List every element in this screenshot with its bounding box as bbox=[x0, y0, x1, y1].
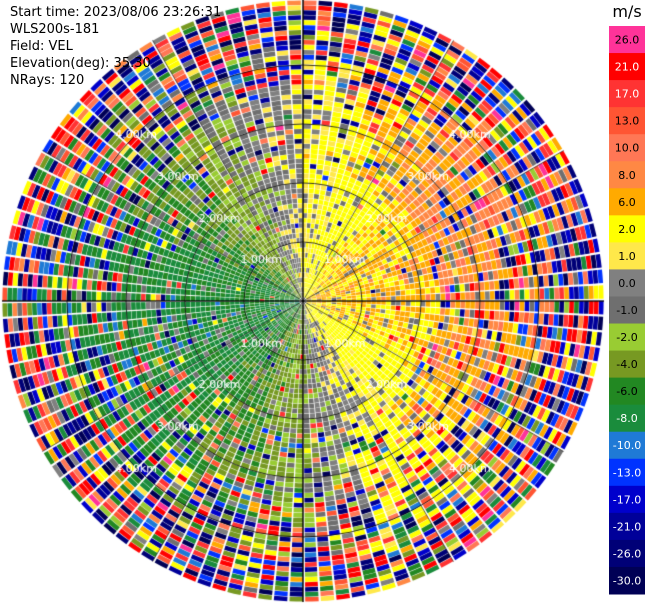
colorbar-tick-label: 2.0 bbox=[618, 223, 636, 236]
colorbar-tick-label: 13.0 bbox=[615, 115, 640, 128]
colorbar-cell bbox=[609, 539, 645, 568]
colorbar-tick-label: 10.0 bbox=[615, 142, 640, 155]
colorbar-tick-label: 6.0 bbox=[618, 196, 636, 209]
colorbar-cell bbox=[609, 512, 645, 541]
colorbar-tick-label: -30.0 bbox=[613, 574, 641, 587]
colorbar-tick-label: -6.0 bbox=[616, 385, 637, 398]
colorbar-tick-label: -4.0 bbox=[616, 358, 637, 371]
colorbar-tick-label: -1.0 bbox=[616, 304, 637, 317]
colorbar-cell bbox=[609, 431, 645, 460]
elevation: Elevation(deg): 35.30 bbox=[10, 56, 151, 71]
colorbar-cell bbox=[609, 188, 645, 216]
colorbar-tick-label: 1.0 bbox=[618, 250, 636, 263]
colorbar-cell bbox=[609, 26, 645, 54]
colorbar-cell bbox=[609, 350, 645, 379]
colorbar-cell bbox=[609, 296, 645, 325]
colorbar-tick-label: -26.0 bbox=[613, 547, 641, 560]
colorbar-cell bbox=[609, 485, 645, 514]
field-name: Field: VEL bbox=[10, 39, 73, 54]
colorbar-cell bbox=[609, 404, 645, 433]
start-time: Start time: 2023/08/06 23:26:31 bbox=[10, 5, 222, 20]
colorbar-cell bbox=[609, 161, 645, 189]
colorbar-tick-label: -17.0 bbox=[613, 493, 641, 506]
colorbar-tick-label: 0.0 bbox=[618, 277, 636, 290]
colorbar-tick-label: 17.0 bbox=[615, 88, 640, 101]
colorbar-cell bbox=[609, 53, 645, 81]
colorbar-cell bbox=[609, 242, 645, 270]
colorbar-tick-label: -10.0 bbox=[613, 439, 641, 452]
colorbar-tick-label: 21.0 bbox=[615, 61, 640, 74]
colorbar-cell bbox=[609, 377, 645, 406]
colorbar-cell bbox=[609, 80, 645, 108]
colorbar-cell bbox=[609, 458, 645, 487]
colorbar-cell bbox=[609, 566, 645, 595]
colorbar-cell bbox=[609, 215, 645, 243]
scan-info: Start time: 2023/08/06 23:26:31 WLS200s-… bbox=[10, 4, 221, 89]
instrument-id: WLS200s-181 bbox=[10, 22, 100, 37]
colorbar-cell bbox=[609, 269, 645, 297]
colorbar-cell bbox=[609, 107, 645, 135]
colorbar-tick-label: -21.0 bbox=[613, 520, 641, 533]
nrays: NRays: 120 bbox=[10, 73, 85, 88]
colorbar-cell bbox=[609, 323, 645, 352]
colorbar-tick-label: -8.0 bbox=[616, 412, 637, 425]
colorbar-title: m/s bbox=[612, 2, 641, 21]
colorbar-tick-label: 26.0 bbox=[615, 34, 640, 47]
colorbar-cell bbox=[609, 134, 645, 162]
colorbar-tick-label: 8.0 bbox=[618, 169, 636, 182]
colorbar-tick-label: -13.0 bbox=[613, 466, 641, 479]
colorbar-tick-label: -2.0 bbox=[616, 331, 637, 344]
